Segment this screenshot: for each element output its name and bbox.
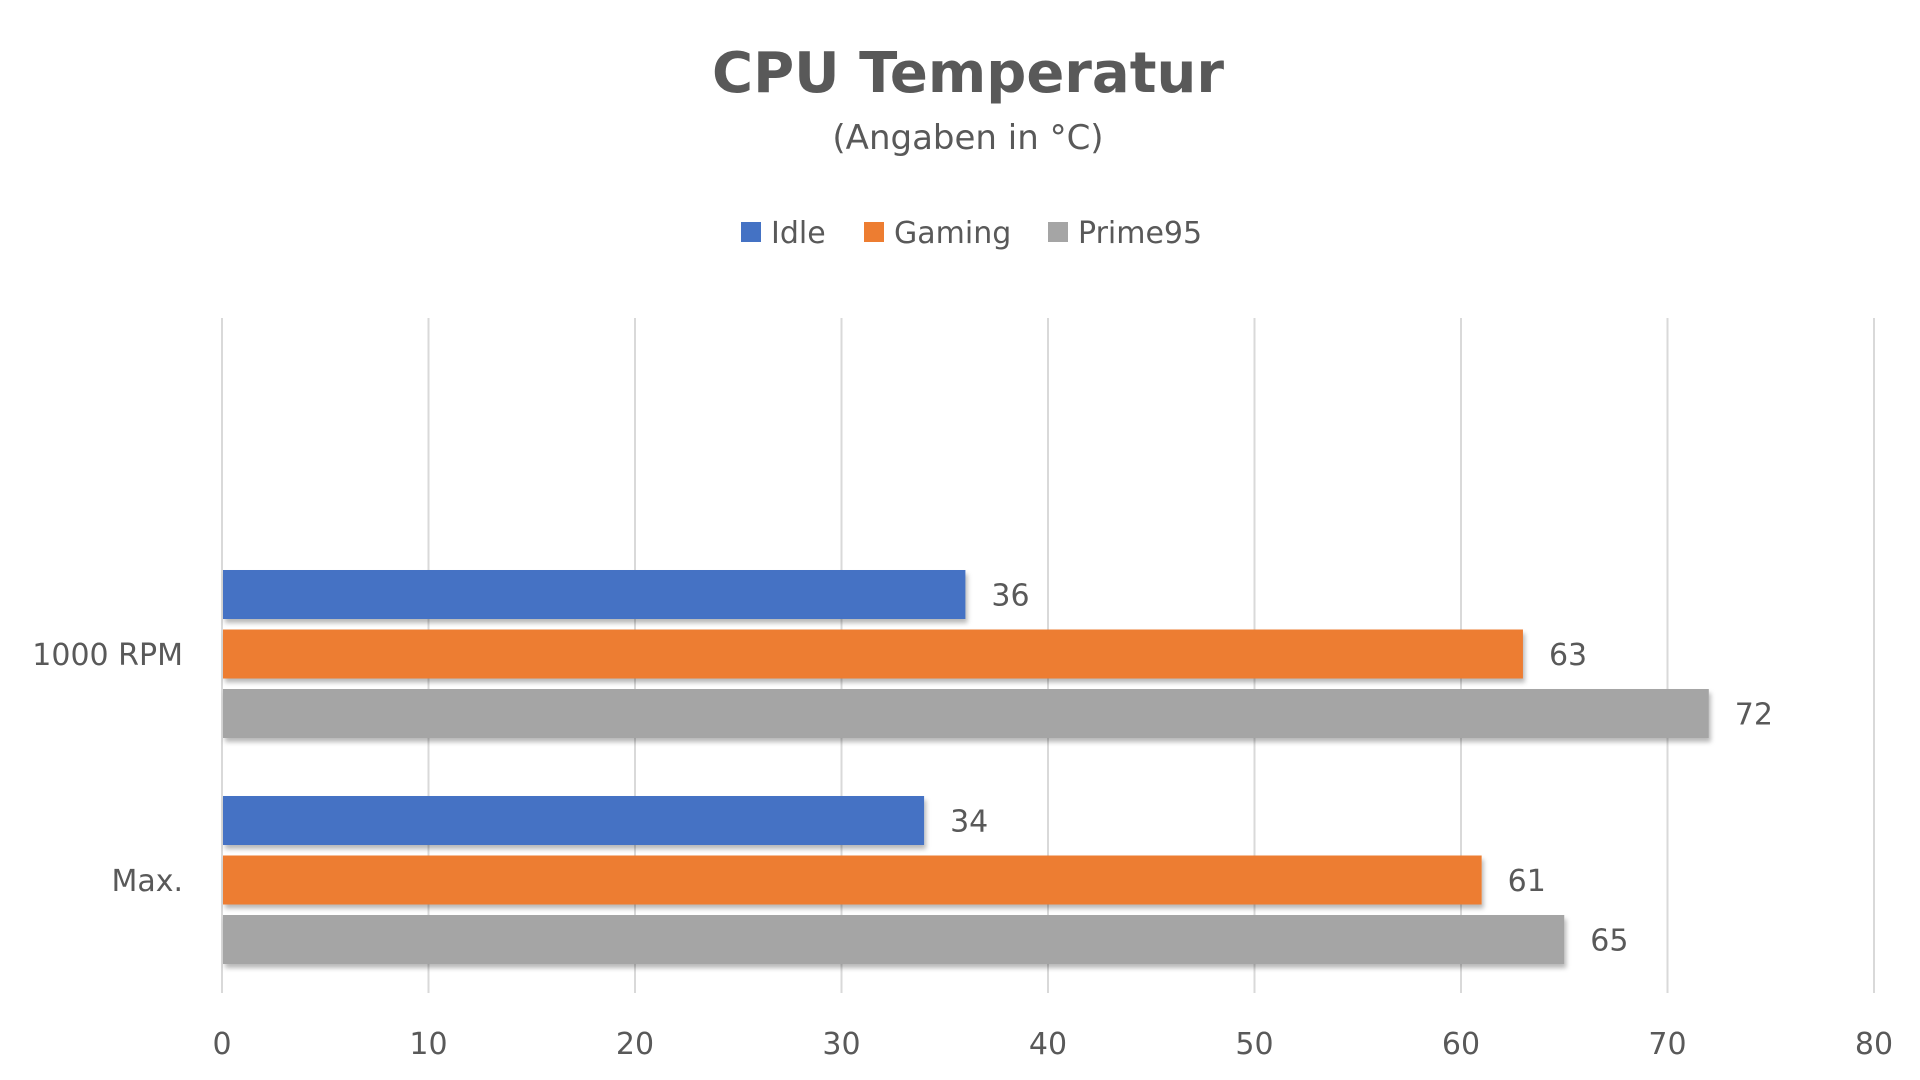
bar-gaming-1 — [223, 855, 1482, 905]
legend: Idle Gaming Prime95 — [741, 216, 1202, 251]
data-label: 61 — [1508, 864, 1546, 899]
data-label: 34 — [950, 805, 988, 840]
category-label: Max. — [111, 864, 183, 899]
legend-swatch-idle — [741, 222, 761, 242]
x-tick-label: 0 — [212, 1027, 231, 1062]
x-tick-label: 20 — [616, 1027, 654, 1062]
data-label: 72 — [1735, 698, 1773, 733]
x-tick-label: 10 — [409, 1027, 447, 1062]
chart-title: CPU Temperatur — [712, 41, 1224, 106]
bar-prime95-1 — [223, 915, 1565, 964]
legend-label-prime95: Prime95 — [1078, 216, 1202, 251]
x-tick-label: 60 — [1442, 1027, 1480, 1062]
x-tick-label: 30 — [822, 1027, 860, 1062]
legend-label-idle: Idle — [771, 216, 826, 251]
x-tick-label: 40 — [1029, 1027, 1067, 1062]
bars — [223, 570, 1709, 964]
legend-swatch-gaming — [864, 222, 884, 242]
bar-gaming-0 — [223, 629, 1523, 679]
bar-idle-1 — [223, 796, 925, 845]
data-label: 65 — [1590, 924, 1628, 959]
bar-idle-0 — [223, 570, 966, 619]
x-tick-label: 50 — [1235, 1027, 1273, 1062]
legend-label-gaming: Gaming — [894, 216, 1011, 251]
chart-subtitle: (Angaben in °C) — [832, 118, 1103, 158]
category-label: 1000 RPM — [32, 638, 183, 673]
data-label: 63 — [1549, 638, 1587, 673]
data-label: 36 — [991, 579, 1029, 614]
x-axis-tick-labels: 0 10 20 30 40 50 60 70 80 — [212, 1027, 1893, 1062]
x-tick-label: 80 — [1855, 1027, 1893, 1062]
bar-prime95-0 — [223, 689, 1709, 738]
data-labels: 36 63 72 34 61 65 — [950, 579, 1773, 959]
category-labels: 1000 RPM Max. — [32, 638, 183, 899]
legend-swatch-prime95 — [1048, 222, 1068, 242]
x-tick-label: 70 — [1648, 1027, 1686, 1062]
